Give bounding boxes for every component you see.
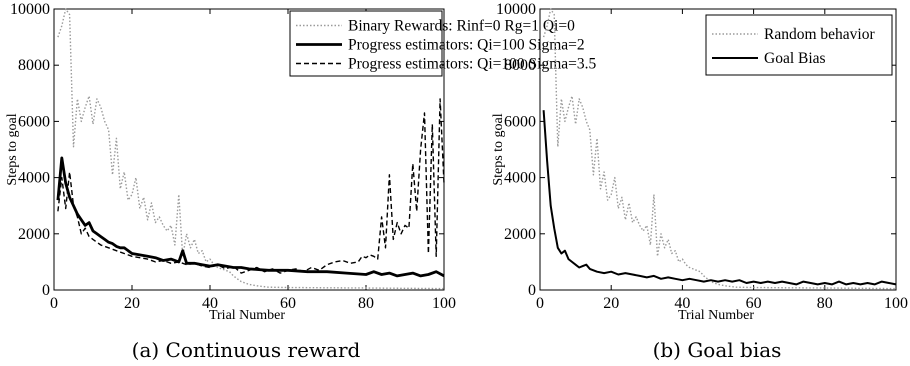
panel-goal-bias: 0 2000 4000 6000 8000 10000 0 20 40 60 80 100 Tria…: [491, 1, 908, 362]
x-axis-label-a: Trial Number: [209, 308, 285, 323]
x-tick-label-a-2: 40: [202, 295, 218, 312]
y-tick-label-b-3: 6000: [504, 113, 536, 130]
y-tick-labels-a: 0 2000 4000 6000 8000 10000: [10, 1, 50, 299]
legend-entry-progress-sigma-2: Progress estimators: Qi=100 Sigma=2: [348, 37, 585, 54]
series-group-b: [542, 8, 897, 290]
series-line-a-0: [57, 8, 445, 290]
y-tick-label-a-3: 6000: [18, 113, 50, 130]
plot-frame-a: [53, 8, 445, 291]
y-tick-label-b-1: 2000: [504, 226, 536, 243]
x-tick-label-b-1: 20: [603, 295, 619, 312]
y-tick-label-a-4: 8000: [18, 57, 50, 74]
tick-marks-b: [539, 8, 897, 291]
y-axis-label-a: Steps to goal: [5, 113, 20, 185]
x-axis-label-b: Trial Number: [678, 308, 754, 323]
y-tick-label-a-2: 4000: [18, 170, 50, 187]
legend-box-b: [705, 14, 893, 76]
legend-entry-goal-bias: Goal Bias: [764, 50, 826, 67]
caption-a: (a) Continuous reward: [132, 338, 361, 362]
legend-entry-progress-sigma-3-5: Progress estimators: Qi=100 Sigma=3.5: [348, 56, 596, 73]
series-line-b-1: [542, 110, 897, 286]
x-tick-label-b-5: 100: [884, 295, 908, 312]
y-tick-label-b-4: 8000: [504, 57, 536, 74]
x-tick-label-a-4: 80: [358, 295, 374, 312]
panel-continuous-reward: 0 2000 4000 6000 8000 10000 0 20 40 60 80 100 Tria…: [5, 1, 596, 362]
x-tick-label-a-3: 60: [280, 295, 296, 312]
x-tick-label-b-2: 40: [674, 295, 690, 312]
legend-entry-binary-rewards: Binary Rewards: Rinf=0 Rg=1 Qi=0: [348, 18, 575, 35]
caption-b: (b) Goal bias: [653, 338, 782, 362]
x-tick-labels-b: 0 20 40 60 80 100: [536, 295, 908, 312]
y-tick-label-a-5: 10000: [10, 1, 50, 18]
y-tick-label-b-2: 4000: [504, 170, 536, 187]
y-tick-labels-b: 0 2000 4000 6000 8000 10000: [496, 1, 536, 299]
legend-entry-random-behavior: Random behavior: [764, 26, 875, 43]
plot-frame-b: [539, 8, 897, 291]
series-line-a-1: [56, 156, 445, 278]
x-tick-labels-a: 0 20 40 60 80 100: [50, 295, 456, 312]
y-axis-label-b: Steps to goal: [491, 113, 506, 185]
x-tick-label-b-4: 80: [817, 295, 833, 312]
x-tick-label-a-5: 100: [432, 295, 456, 312]
x-tick-label-b-0: 0: [536, 295, 544, 312]
x-tick-label-b-3: 60: [746, 295, 762, 312]
y-tick-label-a-1: 2000: [18, 226, 50, 243]
y-tick-label-b-5: 10000: [496, 1, 536, 18]
y-tick-label-b-0: 0: [528, 282, 536, 299]
legend-a: Binary Rewards: Rinf=0 Rg=1 Qi=0 Progres…: [289, 10, 596, 77]
legend-b: Random behavior Goal Bias: [705, 14, 893, 76]
x-tick-label-a-1: 20: [124, 295, 140, 312]
x-tick-label-a-0: 0: [50, 295, 58, 312]
series-line-a-2: [57, 98, 445, 274]
y-tick-label-a-0: 0: [42, 282, 50, 299]
series-line-b-0: [542, 8, 897, 290]
series-group-a: [56, 8, 445, 290]
